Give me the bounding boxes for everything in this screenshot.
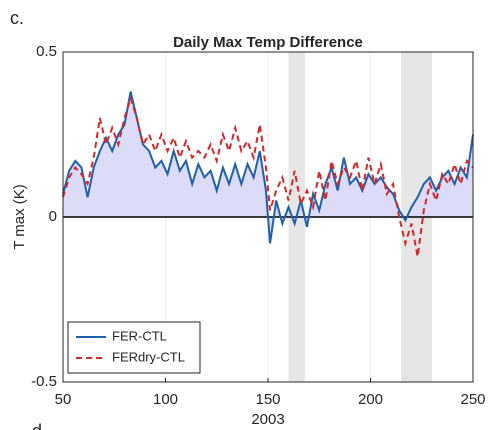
y-tick-label: 0 (49, 208, 57, 225)
series-line (62, 94, 474, 257)
series-line (62, 91, 474, 244)
x-tick-label: 50 (55, 391, 72, 408)
x-tick-label: 200 (358, 391, 383, 408)
y-tick-label: -0.5 (31, 373, 57, 390)
y-tick-label: 0.5 (36, 43, 57, 60)
area (63, 91, 473, 244)
panel-label: d (32, 421, 42, 430)
legend-label: FER-CTL (112, 328, 167, 343)
panel-label: c. (10, 8, 24, 28)
y-axis-label: T max (K) (11, 184, 28, 250)
x-tick-label: 150 (255, 391, 280, 408)
x-axis-label: 2003 (251, 411, 284, 428)
legend-label: FERdry-CTL (112, 349, 185, 364)
legend-box (67, 321, 201, 374)
plot-frame (62, 51, 474, 383)
x-tick-label: 250 (460, 391, 485, 408)
chart-title: Daily Max Temp Difference (173, 34, 363, 51)
x-tick-label: 100 (153, 391, 178, 408)
